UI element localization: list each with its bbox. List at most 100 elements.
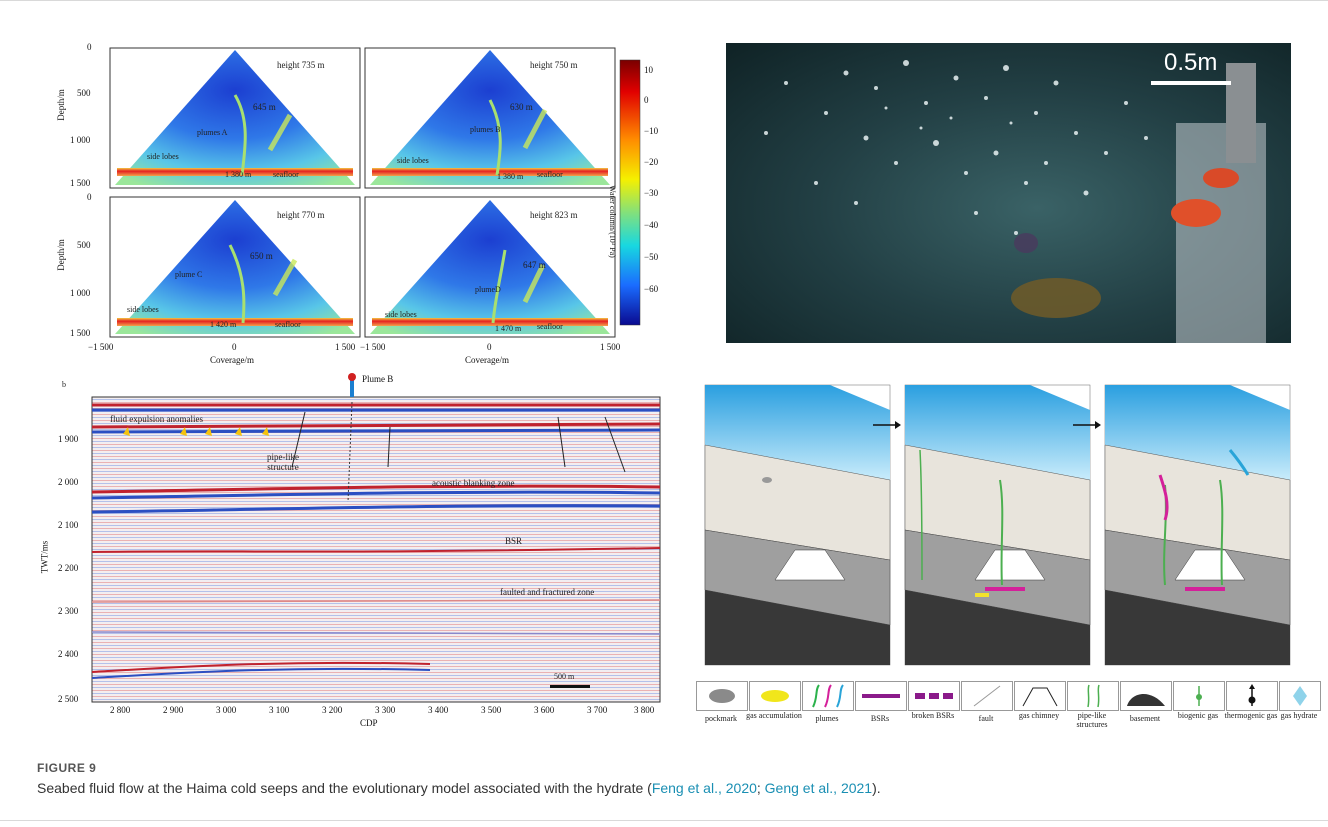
- cbar-tick-5: −30: [644, 188, 659, 198]
- wc-xlabel-left: Coverage/m: [210, 355, 254, 365]
- wc-panel-4: [364, 196, 616, 338]
- wc-side-4: side lobes: [385, 310, 417, 319]
- seismic-xtick-10: 3 700: [587, 705, 608, 715]
- seismic-xtick-7: 3 400: [428, 705, 449, 715]
- wc-ylabel-top: Depth/m: [55, 89, 66, 121]
- seismic-xtick-6: 3 300: [375, 705, 396, 715]
- cbar-tick-4: −20: [644, 157, 659, 167]
- seismic-xtick-4: 3 100: [269, 705, 290, 715]
- caption-suffix: ).: [872, 780, 881, 796]
- seismic-xtick-3: 3 000: [216, 705, 237, 715]
- citation-link-1[interactable]: Feng et al., 2020: [651, 780, 757, 796]
- cbar-tick-8: −60: [644, 284, 659, 294]
- wc-ylabel-bottom: Depth/m: [55, 239, 66, 271]
- evolution-block-3: [1104, 384, 1291, 666]
- annot-blanking: acoustic blanking zone: [432, 478, 515, 488]
- evolution-block-1: [704, 384, 891, 666]
- legend-label-bsrs: BSRs: [870, 714, 890, 723]
- watercolumn-svg: [109, 47, 641, 338]
- wc-ytick-1500: 1 500: [70, 178, 91, 188]
- pockmark-icon: [709, 689, 735, 703]
- top-rule: [0, 0, 1328, 1]
- wc-sf-2: seafloor: [537, 170, 563, 179]
- figure-caption: Seabed fluid flow at the Haima cold seep…: [37, 780, 881, 796]
- gas-bubbles: [764, 60, 1148, 235]
- sampler-cap: [1171, 199, 1221, 227]
- legend-thermo-box: [1226, 681, 1278, 711]
- legend-biogenic-box: [1173, 681, 1225, 711]
- citation-link-2[interactable]: Geng et al., 2021: [764, 780, 873, 796]
- seismic-corner-label: b: [62, 380, 66, 389]
- legend-pipe-box: [1067, 681, 1119, 711]
- figure-label: FIGURE 9: [37, 761, 97, 775]
- wc-sf-4: seafloor: [537, 322, 563, 331]
- cbar-tick-6: −40: [644, 220, 659, 230]
- photo-scale-bar: [1151, 81, 1231, 85]
- cbar-tick-7: −50: [644, 252, 659, 262]
- wc-plume-1: plumes A: [197, 128, 228, 137]
- seismic-ytick-3: 2 100: [58, 520, 79, 530]
- colorbar: [619, 59, 641, 326]
- seismic-xtick-11: 3 800: [634, 705, 655, 715]
- wc-sf-3: seafloor: [275, 320, 301, 329]
- broken-bsrs-icon: [915, 693, 953, 699]
- seep-photo-svg: [764, 60, 1266, 343]
- wc-ytick-0b: 0: [87, 192, 92, 202]
- seismic-scale-bar: [550, 685, 590, 688]
- fault-icon: [973, 685, 1001, 707]
- legend-label-chimney: gas chimney: [1018, 711, 1060, 720]
- wc-peak-2: 630 m: [510, 102, 533, 112]
- gas-chimney-icon: [1022, 687, 1058, 707]
- wc-sf-1: seafloor: [273, 170, 299, 179]
- gas-accumulation-icon: [761, 690, 789, 702]
- watercolumn-figure: Depth/m Depth/m 0 500 1 000 1 500 0 500 …: [55, 40, 659, 370]
- annot-fluid: fluid expulsion anomalies: [110, 414, 203, 424]
- wc-ytick-500b: 500: [77, 240, 91, 250]
- wc-ytick-1000b: 1 000: [70, 288, 91, 298]
- wc-peak-4: 647 m: [523, 260, 546, 270]
- legend-gas-box: [749, 681, 801, 711]
- wc-height-2: height 750 m: [530, 60, 578, 70]
- pipe-like-icon: [1087, 684, 1100, 708]
- seismic-figure: b: [30, 372, 670, 728]
- wc-xtick-r2: 0: [487, 342, 492, 352]
- cbar-tick-2: 0: [644, 95, 649, 105]
- seep-mound: [1011, 278, 1101, 318]
- wc-height-3: height 770 m: [277, 210, 325, 220]
- wc-plume-2: plumes B: [470, 125, 501, 134]
- bottom-rule: [0, 820, 1328, 821]
- wc-ytick-500: 500: [77, 88, 91, 98]
- legend-label-fault: fault: [978, 714, 994, 723]
- legend-label-gas: gas accumulation: [746, 711, 802, 720]
- seismic-ytick-4: 2 200: [58, 563, 79, 573]
- seismic-xtick-2: 2 900: [163, 705, 184, 715]
- seismic-plume-label: Plume B: [362, 374, 394, 384]
- wc-sfd-1: 1 380 m: [225, 170, 252, 179]
- seismic-reflectors: [91, 403, 661, 679]
- legend-label-basement: basement: [1129, 714, 1161, 723]
- wc-ytick-1000: 1 000: [70, 135, 91, 145]
- legend-broken-box: [908, 681, 960, 711]
- legend-hydrate-box: [1279, 681, 1321, 711]
- wc-panel-2: [364, 47, 616, 189]
- wc-side-1: side lobes: [147, 152, 179, 161]
- wc-xtick-l1: −1 500: [88, 342, 114, 352]
- photo-scale-label: 0.5m: [1164, 49, 1218, 76]
- annot-scale: 500 m: [554, 672, 575, 681]
- annot-bsr: BSR: [505, 536, 523, 546]
- legend-basement-box: [1120, 681, 1172, 711]
- seismic-ytick-1: 1 900: [58, 434, 79, 444]
- legend-chimney-box: [1014, 681, 1066, 711]
- seismic-xtick-1: 2 800: [110, 705, 131, 715]
- wc-peak-1: 645 m: [253, 102, 276, 112]
- seismic-xlabel: CDP: [360, 718, 378, 728]
- wc-xtick-l2: 0: [232, 342, 237, 352]
- legend-bsrs-box: [855, 681, 907, 711]
- wc-xtick-r3: 1 500: [600, 342, 621, 352]
- wc-xtick-r1: −1 500: [360, 342, 386, 352]
- seismic-ytick-2: 2 000: [58, 477, 79, 487]
- wc-xlabel-right: Coverage/m: [465, 355, 509, 365]
- caption-prefix: Seabed fluid flow at the Haima cold seep…: [37, 780, 652, 796]
- biogenic-icon: [1196, 686, 1202, 706]
- cbar-tick-1: 10: [644, 65, 653, 75]
